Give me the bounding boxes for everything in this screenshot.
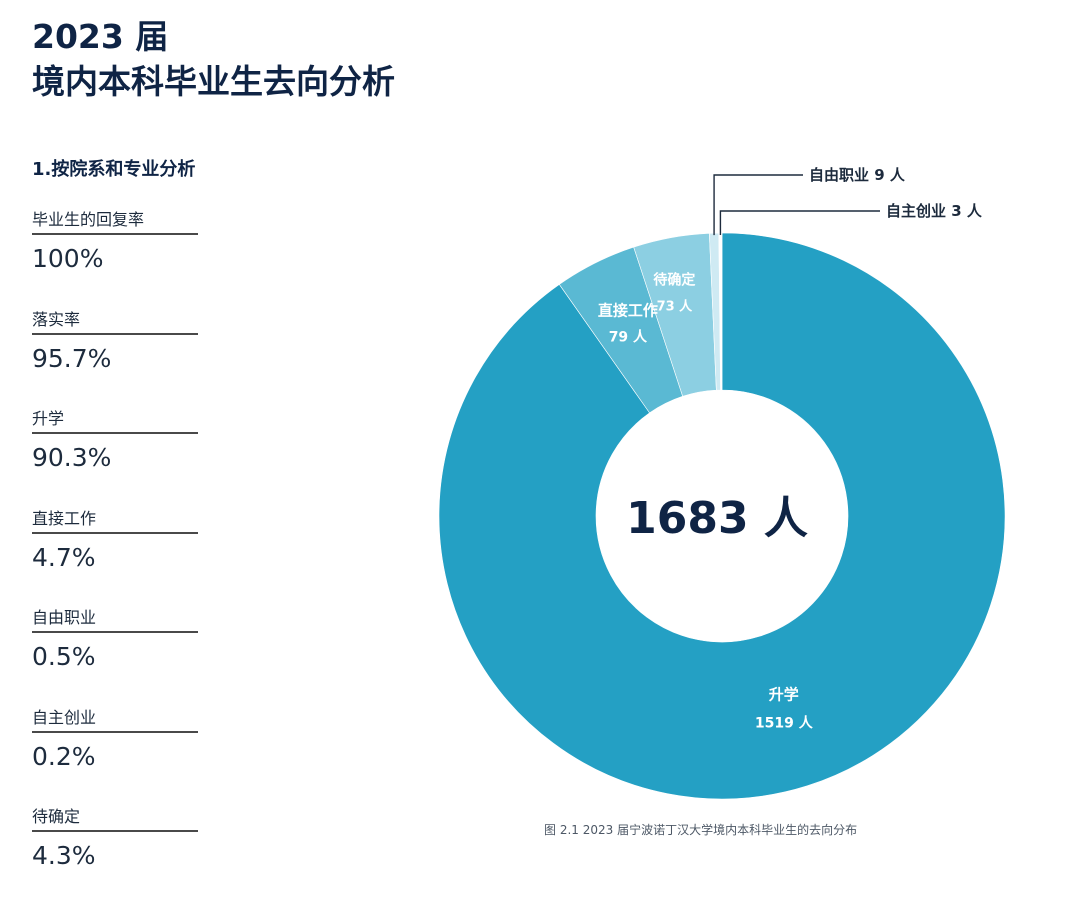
callout-line [713,174,803,236]
stat-value: 0.5% [32,642,96,671]
stat-direct-employment: 直接工作 4.7% [32,505,198,605]
stat-value: 0.2% [32,741,96,771]
page-title-line-1: 2023 届 [32,17,169,56]
stat-label: 落实率 [32,306,198,335]
chart-caption: 图 2.1 2023 届宁波诺丁汉大学境内本科毕业生的去向分布 [544,823,858,837]
donut-center-total: 1683 人 [626,493,808,544]
slice-label: 直接工作 [598,301,658,319]
slice-label: 升学 [769,685,799,703]
page-title: 2023 届 境内本科毕业生去向分析 [32,14,395,104]
stat-value: 90.3% [32,443,112,472]
stat-label: 毕业生的回复率 [32,206,198,235]
stat-label: 待确定 [32,803,198,832]
stat-label: 直接工作 [32,505,198,534]
stat-response-rate: 毕业生的回复率 100% [32,206,198,306]
page-title-line-2: 境内本科毕业生去向分析 [32,62,395,101]
stat-undetermined: 待确定 4.3% [32,803,198,903]
stat-value: 100% [32,244,104,273]
stat-entrepreneurship: 自主创业 0.2% [32,704,198,804]
callout-label: 自由职业 9 人 [809,166,906,184]
stat-further-study: 升学 90.3% [32,405,198,505]
callout-line [719,210,880,236]
donut-slice-0 [438,232,1006,800]
stats-list: 毕业生的回复率 100% 落实率 95.7% 升学 90.3% 直接工作 4.7… [32,206,198,903]
slice-value-label: 79 人 [609,328,648,345]
section-heading: 1.按院系和专业分析 [32,159,196,180]
stat-label: 升学 [32,405,198,434]
stat-placement-rate: 落实率 95.7% [32,306,198,406]
slice-value-label: 73 人 [657,299,694,315]
stat-label: 自主创业 [32,704,198,733]
stat-label: 自由职业 [32,604,198,633]
stat-value: 4.3% [32,841,96,870]
stat-freelance: 自由职业 0.5% [32,604,198,704]
callout-label: 自主创业 3 人 [886,202,983,220]
stat-value: 4.7% [32,542,96,572]
slice-label: 待确定 [653,272,695,289]
slice-value-label: 1519 人 [755,714,814,731]
stat-value: 95.7% [32,343,112,373]
